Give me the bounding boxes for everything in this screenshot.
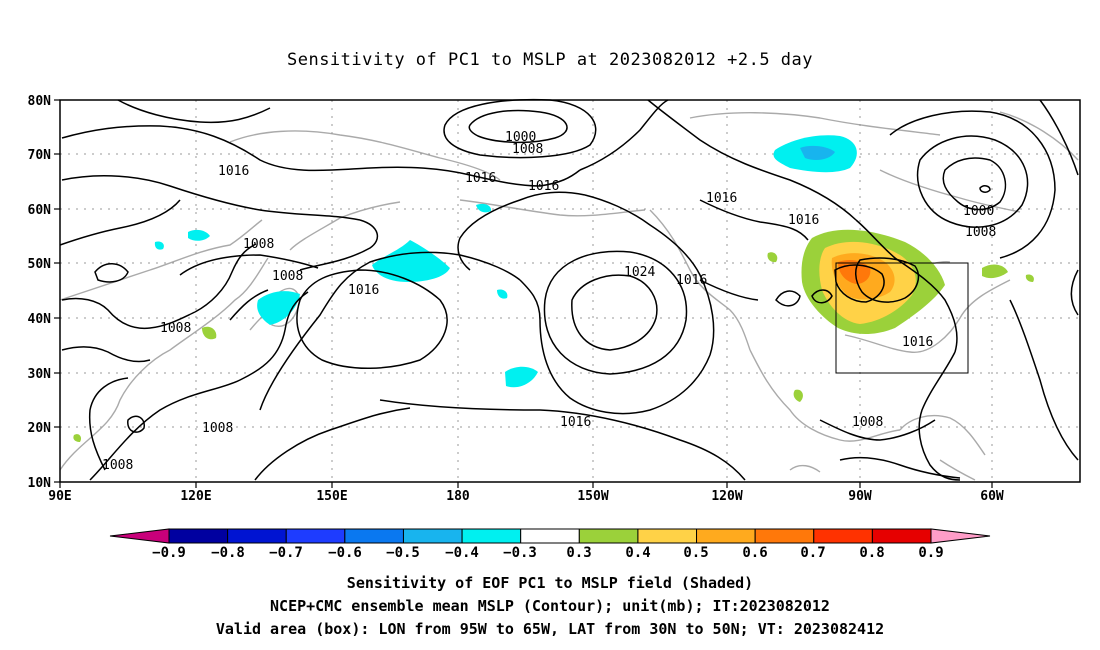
colorbar-label: 0.8 <box>859 545 884 561</box>
colorbar-label: 0.4 <box>625 545 650 561</box>
colorbar-swatch <box>461 528 522 544</box>
lat-label: 80N <box>28 94 52 109</box>
contour-label: 1008 <box>160 321 191 336</box>
colorbar-swatch <box>285 528 346 544</box>
colorbar-swatch <box>871 528 932 544</box>
colorbar-swatch <box>168 528 229 544</box>
contour-label: 1008 <box>202 421 233 436</box>
shade-negative <box>505 366 538 388</box>
lat-label: 20N <box>28 421 52 436</box>
colorbar-swatch <box>813 528 873 544</box>
sensitivity-shading <box>73 135 1034 442</box>
colorbar-label: −0.9 <box>152 545 186 561</box>
lat-label: 60N <box>28 203 52 218</box>
chart-title: Sensitivity of PC1 to MSLP at 2023082012… <box>286 50 813 70</box>
contour-label: 1008 <box>102 458 133 473</box>
colorbar-label: −0.8 <box>211 545 245 561</box>
lat-label: 70N <box>28 148 52 163</box>
contour-label: 1008 <box>512 142 543 157</box>
map-frame <box>59 99 1081 483</box>
shade-positive <box>1025 274 1034 282</box>
contour-label: 1016 <box>560 415 591 430</box>
shade-positive <box>982 264 1008 279</box>
shade-negative <box>800 145 835 160</box>
lat-label: 30N <box>28 367 52 382</box>
colorbar-swatch <box>696 528 756 544</box>
colorbar-swatch <box>402 528 463 544</box>
lat-label: 40N <box>28 312 52 327</box>
lon-label: 180 <box>446 489 470 504</box>
lon-label: 120E <box>180 489 211 504</box>
lon-label: 90W <box>848 489 872 504</box>
colorbar-label: −0.3 <box>503 545 537 561</box>
contour-labels: 1000 1008 1016 1016 1016 1016 1016 1000 … <box>102 130 996 473</box>
lon-label: 120W <box>711 489 742 504</box>
caption-line-2: NCEP+CMC ensemble mean MSLP (Contour); u… <box>270 597 830 615</box>
lon-label: 150W <box>577 489 608 504</box>
shade-negative <box>188 229 210 241</box>
contour-label: 1016 <box>528 179 559 194</box>
contour-label: 1016 <box>348 283 379 298</box>
contour-label: 1016 <box>902 335 933 350</box>
contour-label: 1024 <box>624 265 655 280</box>
contour-label: 1016 <box>676 273 707 288</box>
shade-negative <box>257 291 300 325</box>
contour-label: 1008 <box>965 225 996 240</box>
shade-negative <box>497 289 508 299</box>
colorbar-swatch <box>578 528 639 544</box>
colorbar-label: 0.9 <box>918 545 943 561</box>
longitude-labels: 90E 120E 150E 180 150W 120W 90W 60W <box>48 489 1004 504</box>
contour-label: 1016 <box>465 171 496 186</box>
contour-label: 1000 <box>963 204 994 219</box>
shade-positive <box>202 326 217 340</box>
colorbar-label: −0.5 <box>386 545 420 561</box>
colorbar-swatch <box>637 528 698 544</box>
caption-line-3: Valid area (box): LON from 95W to 65W, L… <box>215 620 885 638</box>
colorbar-high-arrow <box>930 528 991 544</box>
shade-negative <box>154 241 164 250</box>
shade-negative <box>372 240 450 282</box>
shade-positive <box>767 252 778 263</box>
colorbar-label: −0.4 <box>445 545 479 561</box>
axis-ticks <box>54 99 993 488</box>
valid-area-box <box>835 262 969 374</box>
lon-label: 60W <box>980 489 1004 504</box>
contour-label: 1016 <box>788 213 819 228</box>
contour-label: 1000 <box>505 130 536 145</box>
colorbar-low-arrow <box>109 528 170 544</box>
shade-positive <box>73 434 82 442</box>
colorbar-label: 0.3 <box>566 545 591 561</box>
colorbar-swatch <box>227 528 287 544</box>
latitude-labels: 80N 70N 60N 50N 40N 30N 20N 10N <box>28 94 52 491</box>
contour-label: 1016 <box>706 191 737 206</box>
caption-line-1: Sensitivity of EOF PC1 to MSLP field (Sh… <box>346 574 754 592</box>
contour-label: 1016 <box>218 164 249 179</box>
contour-label: 1008 <box>272 269 303 284</box>
lon-label: 90E <box>48 489 71 504</box>
shade-positive <box>793 389 803 402</box>
contour-label: 1008 <box>243 237 274 252</box>
colorbar: −0.9 −0.8 −0.7 −0.6 −0.5 −0.4 −0.3 0.3 0… <box>109 528 991 561</box>
lat-label: 50N <box>28 257 52 272</box>
mslp-contours <box>59 98 1079 481</box>
colorbar-swatch <box>520 528 580 544</box>
colorbar-label: −0.6 <box>328 545 362 561</box>
lon-label: 150E <box>316 489 347 504</box>
colorbar-label: −0.7 <box>269 545 303 561</box>
colorbar-label: 0.6 <box>742 545 767 561</box>
lat-label: 10N <box>28 476 52 491</box>
colorbar-label: 0.5 <box>683 545 708 561</box>
shade-negative <box>476 203 492 213</box>
colorbar-swatch <box>754 528 815 544</box>
contour-label: 1008 <box>852 415 883 430</box>
colorbar-swatch <box>344 528 404 544</box>
colorbar-label: 0.7 <box>800 545 825 561</box>
